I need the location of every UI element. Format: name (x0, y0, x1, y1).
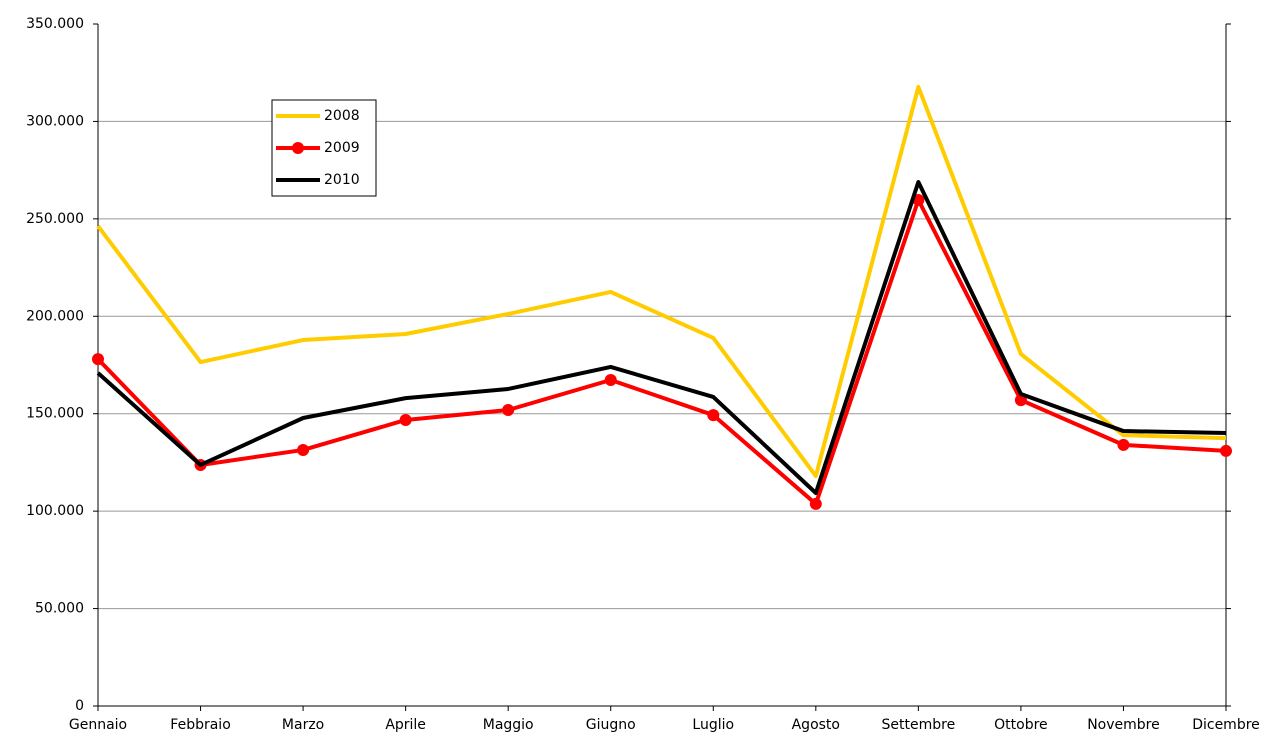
x-tick-label: Marzo (282, 717, 324, 733)
y-tick-label: 0 (75, 698, 84, 714)
y-tick-label: 350.000 (26, 16, 84, 32)
y-tick-label: 150.000 (26, 406, 84, 422)
y-tick-label: 250.000 (26, 211, 84, 227)
legend-label: 2009 (324, 140, 360, 156)
series-marker (809, 497, 822, 510)
series-marker (502, 404, 515, 417)
legend-label: 2008 (324, 108, 360, 124)
series-marker (1117, 438, 1130, 451)
series-line (96, 84, 1227, 479)
x-tick-label: Febbraio (170, 717, 230, 733)
series-line (96, 197, 1227, 506)
x-tick-label: Gennaio (69, 717, 127, 733)
x-tick-label: Luglio (692, 717, 734, 733)
x-tick-label: Agosto (792, 717, 840, 733)
y-tick-label: 200.000 (26, 308, 84, 324)
x-tick-label: Maggio (483, 717, 534, 733)
y-tick-label: 100.000 (26, 503, 84, 519)
legend-label: 2010 (324, 172, 360, 188)
series-marker (399, 413, 412, 426)
series-marker (297, 443, 310, 456)
legend-marker (292, 142, 304, 154)
x-tick-label: Novembre (1087, 717, 1160, 733)
x-tick-label: Ottobre (994, 717, 1048, 733)
x-tick-label: Aprile (385, 717, 426, 733)
series-marker (707, 409, 720, 422)
x-tick-label: Settembre (882, 717, 956, 733)
series-line (96, 180, 1227, 496)
x-tick-label: Dicembre (1192, 717, 1260, 733)
x-tick-label: Giugno (586, 717, 636, 733)
y-tick-label: 50.000 (35, 601, 84, 617)
y-tick-label: 300.000 (26, 113, 84, 129)
series-marker (604, 374, 617, 387)
series-marker (92, 353, 104, 366)
series-marker (1220, 444, 1232, 457)
